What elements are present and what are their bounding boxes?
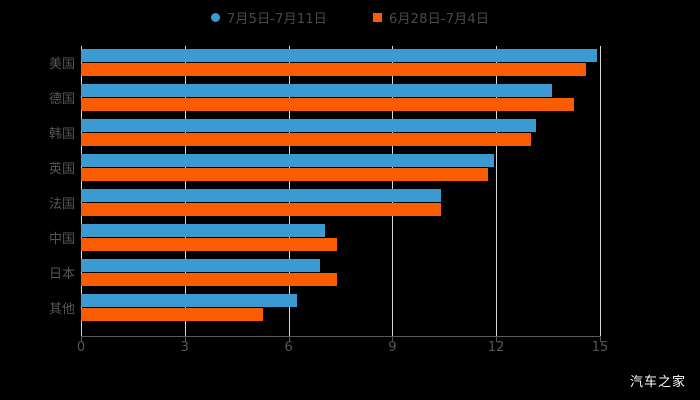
legend-label-series-2: 6月28日-7月4日 — [389, 11, 490, 27]
bar-series-2[interactable] — [81, 168, 488, 181]
category-label-德国: 德国 — [48, 92, 75, 107]
bar-series-2[interactable] — [81, 98, 575, 111]
bar-group — [81, 152, 600, 187]
bar-series-2[interactable] — [81, 133, 531, 146]
x-tick-mark — [288, 337, 290, 342]
x-tick-mark — [600, 337, 601, 342]
x-tick-mark — [496, 337, 498, 342]
legend-marker-square-icon — [373, 12, 382, 22]
category-label-中国: 中国 — [48, 232, 75, 247]
bar-series-1[interactable] — [81, 259, 320, 272]
legend-marker-circle-icon — [210, 12, 220, 22]
watermark: 汽车之家 — [629, 375, 686, 390]
category-label-韩国: 韩国 — [48, 127, 75, 142]
x-tick-label: 9 — [388, 340, 397, 355]
bar-series-1[interactable] — [81, 84, 552, 97]
category-label-其他: 其他 — [48, 302, 75, 317]
category-label-英国: 英国 — [48, 162, 75, 177]
bar-series-1[interactable] — [81, 189, 441, 202]
x-tick-mark — [81, 337, 82, 342]
bar-group — [81, 47, 600, 82]
x-tick-label: 0 — [76, 340, 86, 355]
bar-group — [81, 222, 600, 257]
x-tick-mark — [184, 337, 186, 342]
bar-series-1[interactable] — [81, 294, 298, 307]
x-tick-label: 3 — [180, 340, 189, 355]
chart-legend: 7月5日-7月11日 6月28日-7月4日 — [0, 0, 700, 34]
bar-series-2[interactable] — [81, 308, 263, 321]
bar-group — [81, 82, 600, 117]
legend-item-series-1[interactable]: 7月5日-7月11日 — [210, 8, 327, 27]
category-label-法国: 法国 — [48, 197, 75, 212]
bar-series-1[interactable] — [81, 49, 597, 62]
bar-series-2[interactable] — [81, 203, 441, 216]
bar-series-2[interactable] — [81, 63, 587, 76]
gridline — [600, 46, 601, 336]
bar-group — [81, 292, 600, 327]
bar-group — [81, 187, 600, 222]
bar-series-1[interactable] — [81, 119, 536, 132]
legend-label-series-1: 7月5日-7月11日 — [226, 11, 327, 27]
bar-chart-plot-area — [81, 46, 601, 336]
bar-group — [81, 257, 600, 292]
bar-group — [81, 117, 600, 152]
category-label-日本: 日本 — [48, 267, 75, 282]
category-label-美国: 美国 — [48, 57, 75, 72]
x-tick-label: 15 — [591, 340, 609, 355]
bar-series-1[interactable] — [81, 224, 325, 237]
x-axis-line — [81, 336, 601, 337]
legend-item-series-2[interactable]: 6月28日-7月4日 — [373, 8, 489, 27]
x-tick-label: 6 — [284, 340, 293, 355]
x-tick-mark — [392, 337, 394, 342]
bar-series-2[interactable] — [81, 273, 338, 286]
bar-series-2[interactable] — [81, 238, 338, 251]
gridline — [496, 46, 498, 336]
x-tick-label: 12 — [487, 340, 505, 355]
bar-series-1[interactable] — [81, 154, 495, 167]
